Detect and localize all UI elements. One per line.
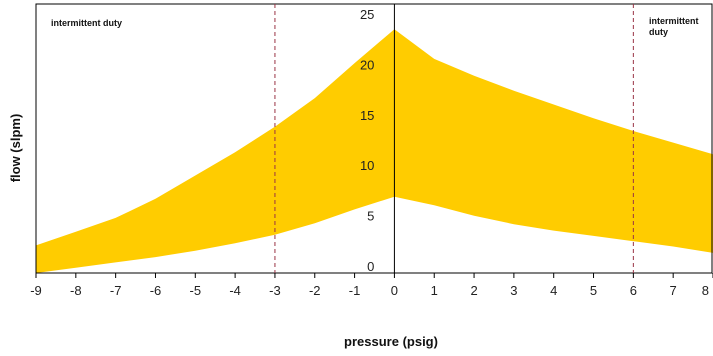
y-axis-title: flow (slpm) (8, 114, 23, 183)
x-tick-label: -9 (30, 283, 42, 298)
x-tick-label: -6 (150, 283, 162, 298)
y-tick-label: 20 (360, 57, 374, 72)
annotation-right-intermittent-duty: intermittent duty (649, 16, 699, 37)
y-tick-label: 10 (360, 158, 374, 173)
x-tick-label: 3 (510, 283, 517, 298)
y-tick-label: 15 (360, 108, 374, 123)
x-tick-label: 0 (391, 283, 398, 298)
x-tick-label: -2 (309, 283, 321, 298)
x-tick-label: 2 (470, 283, 477, 298)
x-tick-label: -5 (190, 283, 202, 298)
y-tick-label: 0 (367, 259, 374, 274)
plot-frame (35, 3, 713, 274)
x-tick-label: -7 (110, 283, 122, 298)
y-axis-ticks: 0 5 10 15 20 25 (360, 7, 374, 274)
y-tick-label: 5 (367, 209, 374, 224)
x-tick-label: 7 (670, 283, 677, 298)
x-tick-label: -3 (269, 283, 281, 298)
flow-band-area (36, 29, 713, 274)
x-tick-label: 1 (431, 283, 438, 298)
x-tick-label: 4 (550, 283, 557, 298)
x-tick-label: 5 (590, 283, 597, 298)
x-tick-label: -8 (70, 283, 82, 298)
annotation-left-intermittent-duty: intermittent duty (51, 18, 122, 28)
x-tick-label: 6 (630, 283, 637, 298)
y-tick-label: 25 (360, 7, 374, 22)
x-axis-ticks: -9 -8 -7 -6 -5 -4 -3 -2 -1 0 1 2 3 4 5 6 7 8 (30, 273, 713, 298)
reference-lines (274, 4, 634, 273)
x-tick-label: 8 (702, 283, 709, 298)
x-tick-label: -4 (229, 283, 241, 298)
x-tick-label: -1 (349, 283, 361, 298)
x-axis-title: pressure (psig) (344, 334, 438, 349)
